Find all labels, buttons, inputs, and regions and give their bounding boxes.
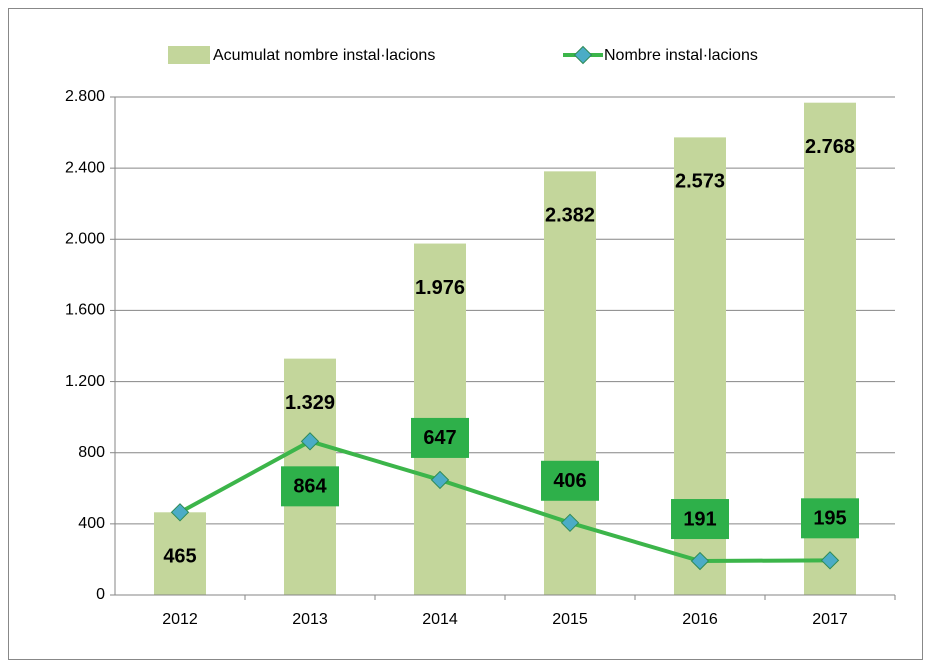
- line-marker: [560, 513, 580, 532]
- line-label-box: [541, 460, 599, 501]
- y-tick-label: 2.800: [65, 88, 105, 105]
- x-tick-label: 2017: [812, 611, 848, 628]
- bar-value-label: 2.382: [545, 205, 595, 227]
- line-value-label: 191: [683, 508, 716, 530]
- x-tick-label: 2016: [682, 611, 718, 628]
- line-label-box: [671, 499, 729, 540]
- line-marker: [300, 432, 320, 451]
- x-tick-label: 2014: [422, 611, 458, 628]
- line: [179, 439, 831, 564]
- y-tick-label: 2.000: [65, 231, 105, 248]
- x-tick-label: 2013: [292, 611, 328, 628]
- line-label-box: [411, 417, 469, 458]
- line-label-box: [801, 498, 859, 539]
- bar: [154, 512, 206, 595]
- line-marker: [430, 470, 450, 490]
- bar-value-label: 1.976: [415, 277, 465, 299]
- y-tick-label: 2.400: [65, 159, 105, 176]
- x-tick-label: 2012: [162, 611, 198, 628]
- bar-value-label: 1.329: [285, 392, 335, 414]
- bar-value-label: 2.573: [675, 171, 725, 193]
- line-label-box: [281, 466, 339, 507]
- legend-swatch: [168, 46, 210, 64]
- legend-label: Acumulat nombre instal·lacions: [213, 47, 435, 64]
- line-marker: [690, 551, 710, 571]
- line-value-label: 647: [423, 427, 456, 449]
- legend-marker: [573, 45, 593, 65]
- y-tick-label: 1.200: [65, 373, 105, 390]
- line-value-label: 406: [553, 470, 586, 492]
- line-marker: [170, 503, 190, 522]
- bar-value-label: 465: [163, 546, 196, 568]
- bar-value-label: 2.768: [805, 136, 855, 158]
- y-tick-label: 400: [78, 515, 105, 532]
- y-tick-label: 1.600: [65, 302, 105, 319]
- x-tick-label: 2015: [552, 611, 588, 628]
- y-tick-label: 800: [78, 444, 105, 461]
- legend-label: Nombre instal·lacions: [604, 47, 758, 64]
- y-tick-label: 0: [96, 586, 105, 603]
- line-value-label: 195: [813, 508, 846, 530]
- line-marker: [820, 551, 840, 570]
- line-value-label: 864: [293, 476, 327, 498]
